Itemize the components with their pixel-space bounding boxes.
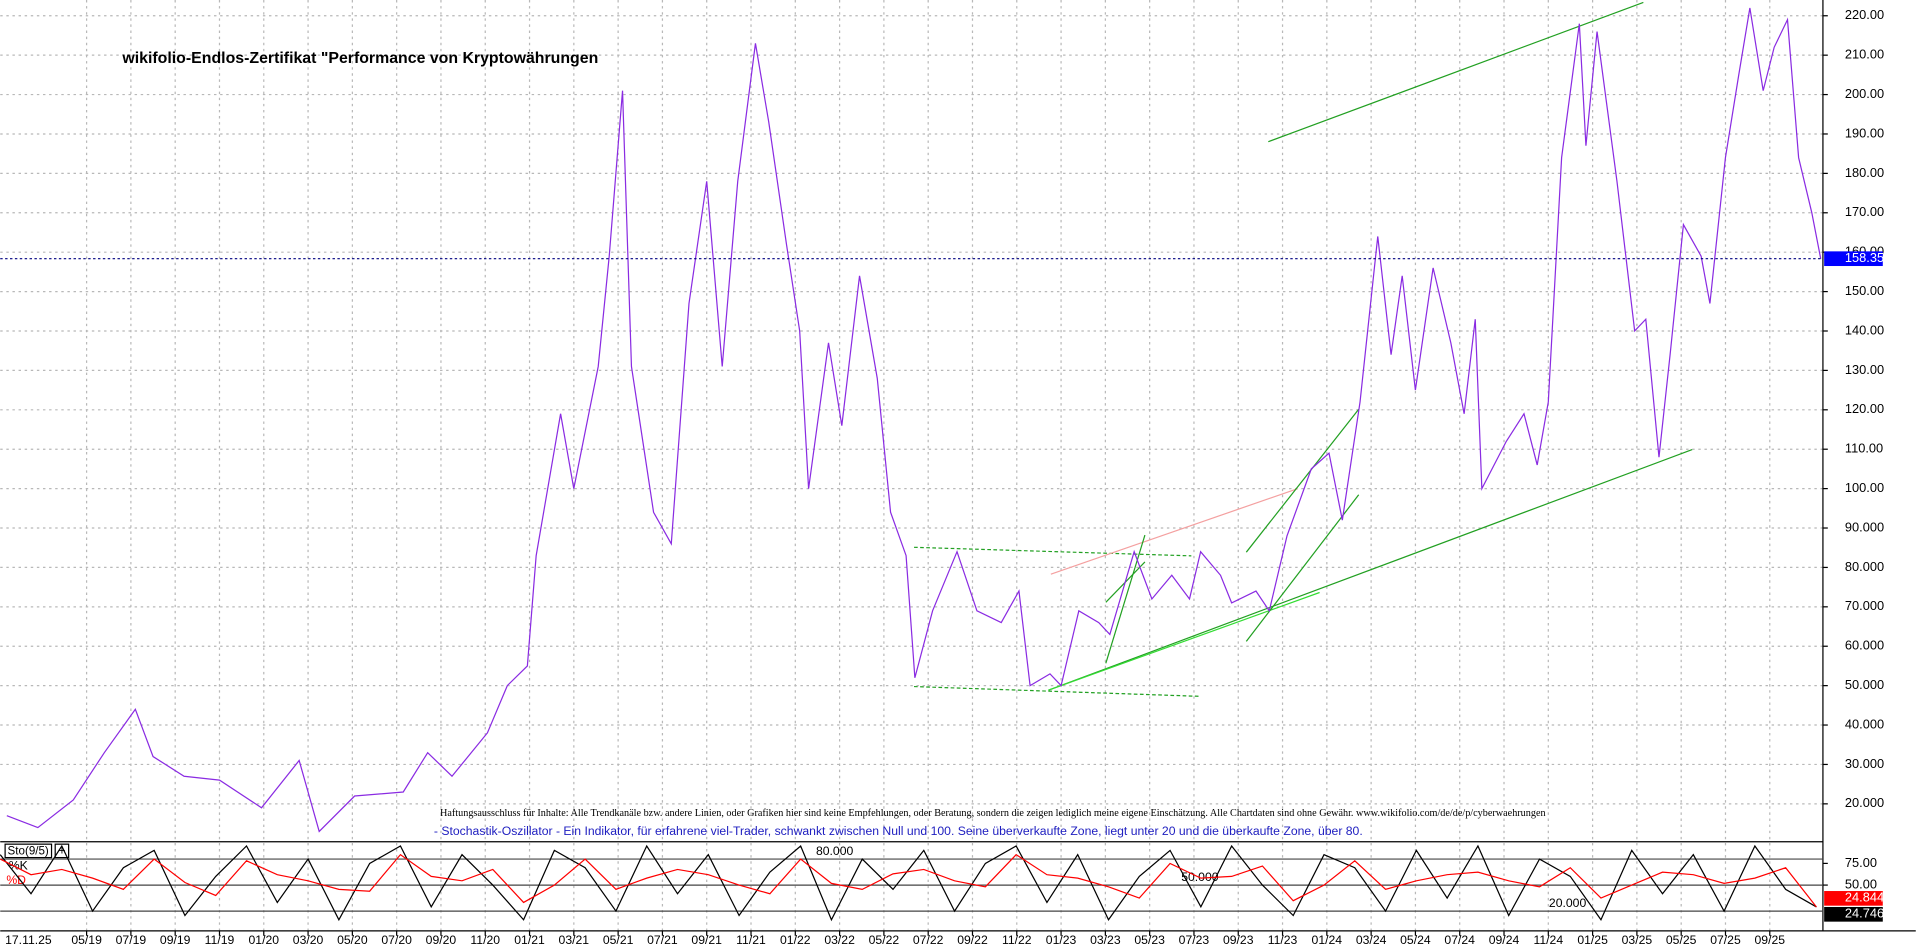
- x-tick-label: 01/24: [1312, 933, 1343, 947]
- y-tick-label: 60.000: [1845, 638, 1884, 653]
- x-tick-label: 01/21: [514, 933, 545, 947]
- x-tick-label: 07/22: [913, 933, 944, 947]
- indicator-label: Sto(9/5): [8, 845, 49, 858]
- trend-line: [1245, 494, 1360, 642]
- x-tick-label: 07/23: [1179, 933, 1210, 947]
- trend-line: [1048, 591, 1320, 691]
- y-tick-label: 40.000: [1845, 716, 1884, 731]
- x-tick-label: 05/22: [869, 933, 900, 947]
- x-tick-label: 05/21: [603, 933, 634, 947]
- data-line: [0, 853, 1817, 908]
- x-tick-label: 07/20: [381, 933, 412, 947]
- y-tick-label: 75.00: [1845, 855, 1877, 870]
- y-tick-label: 130.00: [1845, 362, 1884, 377]
- trend-lines: [913, 1, 1693, 697]
- x-tick-label: 11/24: [1533, 933, 1563, 947]
- legend-entry: %D: [6, 873, 26, 887]
- trend-line: [1268, 1, 1644, 143]
- x-tick-label: 09/21: [691, 933, 722, 947]
- x-tick-label: 09/20: [426, 933, 457, 947]
- x-tick-label: 03/22: [824, 933, 855, 947]
- x-tick-label: 03/21: [559, 933, 590, 947]
- y-tick-label: 170.00: [1845, 204, 1884, 219]
- trend-line: [914, 546, 1192, 557]
- x-tick-label: 09/22: [957, 933, 988, 947]
- y-tick-label: 80.000: [1845, 559, 1884, 574]
- x-tick-label: 11/21: [736, 933, 766, 947]
- x-tick-label: 05/20: [337, 933, 368, 947]
- x-tick-label: 03/23: [1090, 933, 1121, 947]
- last-value-label: 24.844: [1845, 890, 1884, 905]
- trend-line: [1048, 448, 1693, 691]
- data-line: [6, 7, 1822, 833]
- x-tick-label: 01/20: [249, 933, 280, 947]
- x-tick-label: 05/19: [71, 933, 102, 947]
- x-tick-label: 11/20: [470, 933, 500, 947]
- y-tick-label: 100.00: [1845, 480, 1884, 495]
- x-tick-label: 11/22: [1002, 933, 1032, 947]
- trend-line: [1050, 488, 1298, 575]
- x-tick-label: 07/21: [647, 933, 678, 947]
- x-tick-label: 09/19: [160, 933, 191, 947]
- indicator-note: - Stochastik-Oszillator - Ein Indikator,…: [434, 824, 1363, 838]
- y-tick-label: 200.00: [1845, 86, 1884, 101]
- x-tick-label: 05/25: [1666, 933, 1697, 947]
- x-tick-label: 11/19: [205, 933, 235, 947]
- trend-line: [1105, 534, 1146, 664]
- level-label: 20.000: [1549, 896, 1587, 910]
- y-tick-label: 30.000: [1845, 756, 1884, 771]
- y-tick-label: 50.00: [1845, 876, 1877, 891]
- legend-entry: %K: [9, 858, 28, 872]
- x-tick-label: 07/24: [1444, 933, 1475, 947]
- y-tick-label: 90.000: [1845, 519, 1884, 534]
- y-tick-label: 20.000: [1845, 795, 1884, 810]
- y-tick-label: 110.00: [1845, 441, 1883, 456]
- x-tick-label: 09/24: [1489, 933, 1520, 947]
- trend-line: [1245, 408, 1360, 553]
- indicator-box: [4, 843, 53, 859]
- last-value-label: 24.746: [1845, 906, 1884, 921]
- x-tick-label: 01/25: [1577, 933, 1608, 947]
- y-tick-label: 180.00: [1845, 165, 1884, 180]
- last-value-box: [1824, 891, 1883, 906]
- x-tick-label: 09/23: [1223, 933, 1254, 947]
- y-tick-label: 150.00: [1845, 283, 1884, 298]
- y-tick-label: 210.00: [1845, 47, 1884, 62]
- y-tick-label: 70.000: [1845, 598, 1884, 613]
- y-tick-label: 140.00: [1845, 322, 1884, 337]
- y-tick-label: 120.00: [1845, 401, 1884, 416]
- expand-icon: +: [58, 844, 65, 858]
- x-tick-label: 03/20: [293, 933, 324, 947]
- last-value-box: [1824, 906, 1883, 922]
- x-tick-label: 05/24: [1400, 933, 1431, 947]
- y-tick-label: 50.000: [1845, 677, 1884, 692]
- x-tick-label: 03/24: [1356, 933, 1387, 947]
- x-tick-label: 01/22: [780, 933, 811, 947]
- x-tick-label: 01/23: [1046, 933, 1077, 947]
- last-value-box: [1824, 251, 1883, 267]
- y-tick-label: 190.00: [1845, 125, 1884, 140]
- last-value-label: 158.35: [1845, 250, 1884, 265]
- x-tick-label: 11/23: [1268, 933, 1298, 947]
- trend-line: [913, 685, 1200, 697]
- x-tick-label: 07/19: [116, 933, 147, 947]
- data-line: [0, 844, 1817, 922]
- disclaimer: Haftungsausschluss für Inhalte: Alle Tre…: [440, 808, 1546, 819]
- x-tick-label: 07/25: [1710, 933, 1741, 947]
- chart-title: wikifolio-Endlos-Zertifikat "Performance…: [121, 50, 598, 67]
- cursor-date: 17.11.25: [5, 933, 52, 947]
- y-tick-label: 220.00: [1845, 7, 1884, 22]
- level-label: 80.000: [816, 844, 854, 858]
- x-tick-label: 03/25: [1622, 933, 1653, 947]
- x-tick-label: 05/23: [1134, 933, 1165, 947]
- x-tick-label: 09/25: [1755, 933, 1786, 947]
